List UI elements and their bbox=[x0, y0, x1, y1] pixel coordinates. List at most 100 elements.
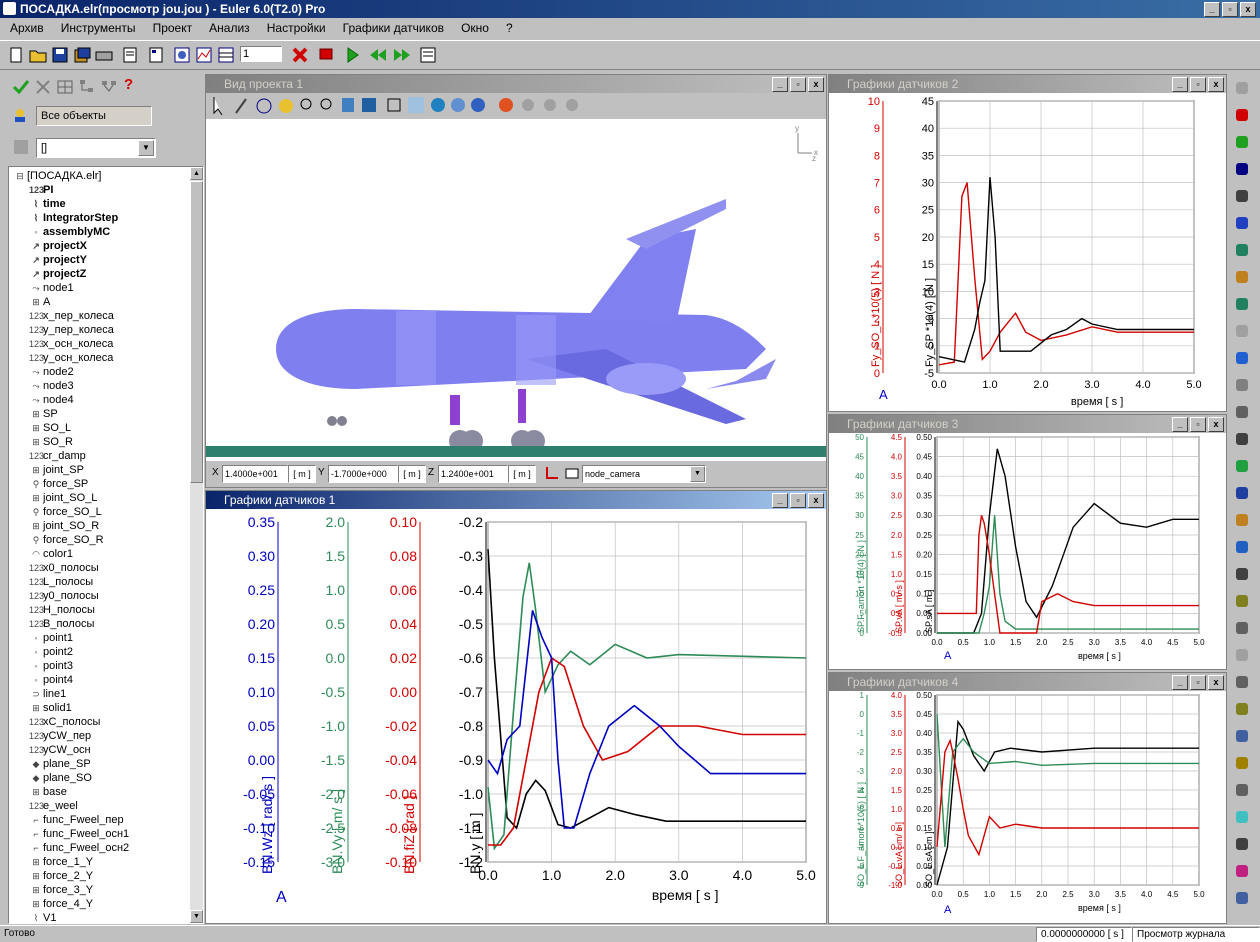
color-icon[interactable] bbox=[1234, 863, 1250, 879]
solid-icon[interactable] bbox=[1234, 269, 1250, 285]
tree-item[interactable]: ⚲ force_SO_L bbox=[29, 505, 102, 519]
shade-icon[interactable] bbox=[431, 98, 445, 112]
menu-settings[interactable]: Настройки bbox=[266, 21, 326, 35]
scroll-thumb[interactable] bbox=[190, 181, 203, 483]
tree-item[interactable]: ⊞ A bbox=[29, 295, 50, 309]
close-button[interactable]: x bbox=[1240, 2, 1256, 17]
axes-icon[interactable] bbox=[544, 465, 560, 484]
number-icon[interactable] bbox=[1234, 431, 1250, 447]
menu-tools[interactable]: Инструменты bbox=[60, 21, 136, 35]
material-icon[interactable] bbox=[471, 98, 485, 112]
rotate-icon[interactable] bbox=[279, 99, 293, 113]
box-icon[interactable] bbox=[1234, 809, 1250, 825]
stop-icon[interactable] bbox=[290, 45, 310, 65]
assembly-icon[interactable] bbox=[1234, 512, 1250, 528]
tree-item[interactable]: 123H_полосы bbox=[29, 603, 95, 617]
graph4-close[interactable]: x bbox=[1208, 675, 1224, 690]
tree-scrollbar[interactable]: ▲ ▼ bbox=[190, 167, 203, 923]
tree-item[interactable]: ⌐ func_Fweel_пер bbox=[29, 813, 123, 827]
link-icon[interactable] bbox=[1234, 674, 1250, 690]
select-tool-icon[interactable] bbox=[213, 97, 223, 116]
tree-item[interactable]: 123cr_damp bbox=[29, 449, 86, 463]
tree-item[interactable]: ⚲ force_SP bbox=[29, 477, 89, 491]
image-icon[interactable] bbox=[1234, 782, 1250, 798]
tree-item[interactable]: 123x_осн_колеса bbox=[29, 337, 113, 351]
tree-item[interactable]: ⊞ force_2_Y bbox=[29, 869, 93, 883]
help-book-icon[interactable] bbox=[1234, 107, 1250, 123]
tree-item[interactable]: ⊞ solid1 bbox=[29, 701, 72, 715]
window-number-field[interactable] bbox=[240, 46, 282, 62]
tree-item[interactable]: ⊞ force_1_Y bbox=[29, 855, 93, 869]
tree-item[interactable]: 123y0_полосы bbox=[29, 589, 99, 603]
damper-icon[interactable] bbox=[1234, 620, 1250, 636]
tree-item[interactable]: ⊞ SO_R bbox=[29, 435, 73, 449]
cylinder-icon[interactable] bbox=[1234, 836, 1250, 852]
collapse-icon[interactable] bbox=[100, 78, 118, 99]
tree-item[interactable]: ⊞ joint_SO_L bbox=[29, 491, 97, 505]
tree-item[interactable]: ◆ plane_SO bbox=[29, 771, 92, 785]
tree-item[interactable]: 123x0_полосы bbox=[29, 561, 99, 575]
camera-chevron-down-icon[interactable]: ▼ bbox=[690, 466, 705, 482]
tree-item[interactable]: ⊞ force_3_Y bbox=[29, 883, 93, 897]
tree-item[interactable]: ⌐ func_Fweel_осн2 bbox=[29, 841, 129, 855]
tree-item[interactable]: 123e_weel bbox=[29, 799, 78, 813]
filter-icon[interactable] bbox=[12, 106, 30, 127]
graph2-close[interactable]: x bbox=[1208, 77, 1224, 92]
tree-item[interactable]: ◦ point2 bbox=[29, 645, 73, 659]
hierarchy-icon[interactable] bbox=[78, 78, 96, 99]
save-icon[interactable] bbox=[50, 45, 70, 65]
status-journal[interactable]: Просмотр журнала bbox=[1132, 927, 1260, 942]
light-icon[interactable] bbox=[451, 98, 465, 112]
tree-item[interactable]: ↗ projectX bbox=[29, 239, 87, 253]
scroll-down-icon[interactable]: ▼ bbox=[190, 910, 203, 923]
menu-analysis[interactable]: Анализ bbox=[209, 21, 250, 35]
menu-help[interactable]: ? bbox=[506, 21, 513, 35]
layer-combo[interactable]: [] ▼ bbox=[36, 138, 156, 158]
tree-item[interactable]: ◠ color1 bbox=[29, 547, 73, 561]
zoom-in-icon[interactable] bbox=[300, 98, 312, 110]
tree-item[interactable]: ⊞ force_4_Y bbox=[29, 897, 93, 911]
graph4-minimize[interactable]: _ bbox=[1172, 675, 1188, 690]
camera-record-icon[interactable] bbox=[544, 99, 556, 111]
tree-item[interactable]: ◦ point1 bbox=[29, 631, 73, 645]
graph1-minimize[interactable]: _ bbox=[772, 493, 788, 508]
tree-item[interactable]: 123L_полосы bbox=[29, 575, 93, 589]
tree-item[interactable]: 123B_полосы bbox=[29, 617, 94, 631]
z-coord-value[interactable]: 1.2400e+001 bbox=[438, 465, 508, 483]
tree-item[interactable]: 123xC_полосы bbox=[29, 715, 100, 729]
graph4-chart[interactable]: 0.0 0.5 1.0 1.5 2.0 2.5 3.0 3.5 4.0 4.5 5.0 1 0 -1 -2 -… bbox=[829, 691, 1226, 923]
constraint-icon[interactable] bbox=[1234, 647, 1250, 663]
graph4-maximize[interactable]: ▫ bbox=[1190, 675, 1206, 690]
tree-item[interactable]: ⌇ time bbox=[29, 197, 66, 211]
zoom-out-icon[interactable] bbox=[320, 98, 332, 110]
tree-item[interactable]: ◦ point4 bbox=[29, 673, 73, 687]
journal-icon[interactable] bbox=[418, 45, 438, 65]
step-forward-icon[interactable] bbox=[392, 45, 412, 65]
tree-item[interactable]: ⌇ V1 bbox=[29, 911, 57, 923]
tree-item[interactable]: 123y_пер_колеса bbox=[29, 323, 114, 337]
tree-item[interactable]: ⤳ node1 bbox=[29, 281, 73, 295]
tree-item[interactable]: ◦ point3 bbox=[29, 659, 73, 673]
tree-item[interactable]: ⌐ func_Fweel_осн1 bbox=[29, 827, 129, 841]
record-icon[interactable] bbox=[316, 45, 336, 65]
tree-item[interactable]: ⚲ force_SO_R bbox=[29, 533, 104, 547]
x-coord-value[interactable]: 1.4000e+001 bbox=[222, 465, 288, 483]
save-all-icon[interactable] bbox=[72, 45, 92, 65]
pan-icon[interactable] bbox=[256, 98, 272, 114]
tree-item[interactable]: 123x_пер_колеса bbox=[29, 309, 114, 323]
print-icon[interactable] bbox=[94, 45, 114, 65]
spring-icon[interactable] bbox=[1234, 593, 1250, 609]
minimize-button[interactable]: _ bbox=[1204, 2, 1220, 17]
curve-icon[interactable] bbox=[1234, 215, 1250, 231]
tree-item[interactable]: ⊞ joint_SP bbox=[29, 463, 84, 477]
properties-icon[interactable] bbox=[120, 45, 140, 65]
tree-item[interactable]: 123y_осн_колеса bbox=[29, 351, 113, 365]
layer-icon[interactable] bbox=[12, 138, 30, 159]
sphere-icon[interactable] bbox=[1234, 323, 1250, 339]
menu-project[interactable]: Проект bbox=[152, 21, 193, 35]
render-icon[interactable] bbox=[362, 98, 376, 112]
fit-icon[interactable] bbox=[342, 98, 354, 112]
table-window-icon[interactable] bbox=[216, 45, 236, 65]
bell-icon[interactable] bbox=[1234, 755, 1250, 771]
